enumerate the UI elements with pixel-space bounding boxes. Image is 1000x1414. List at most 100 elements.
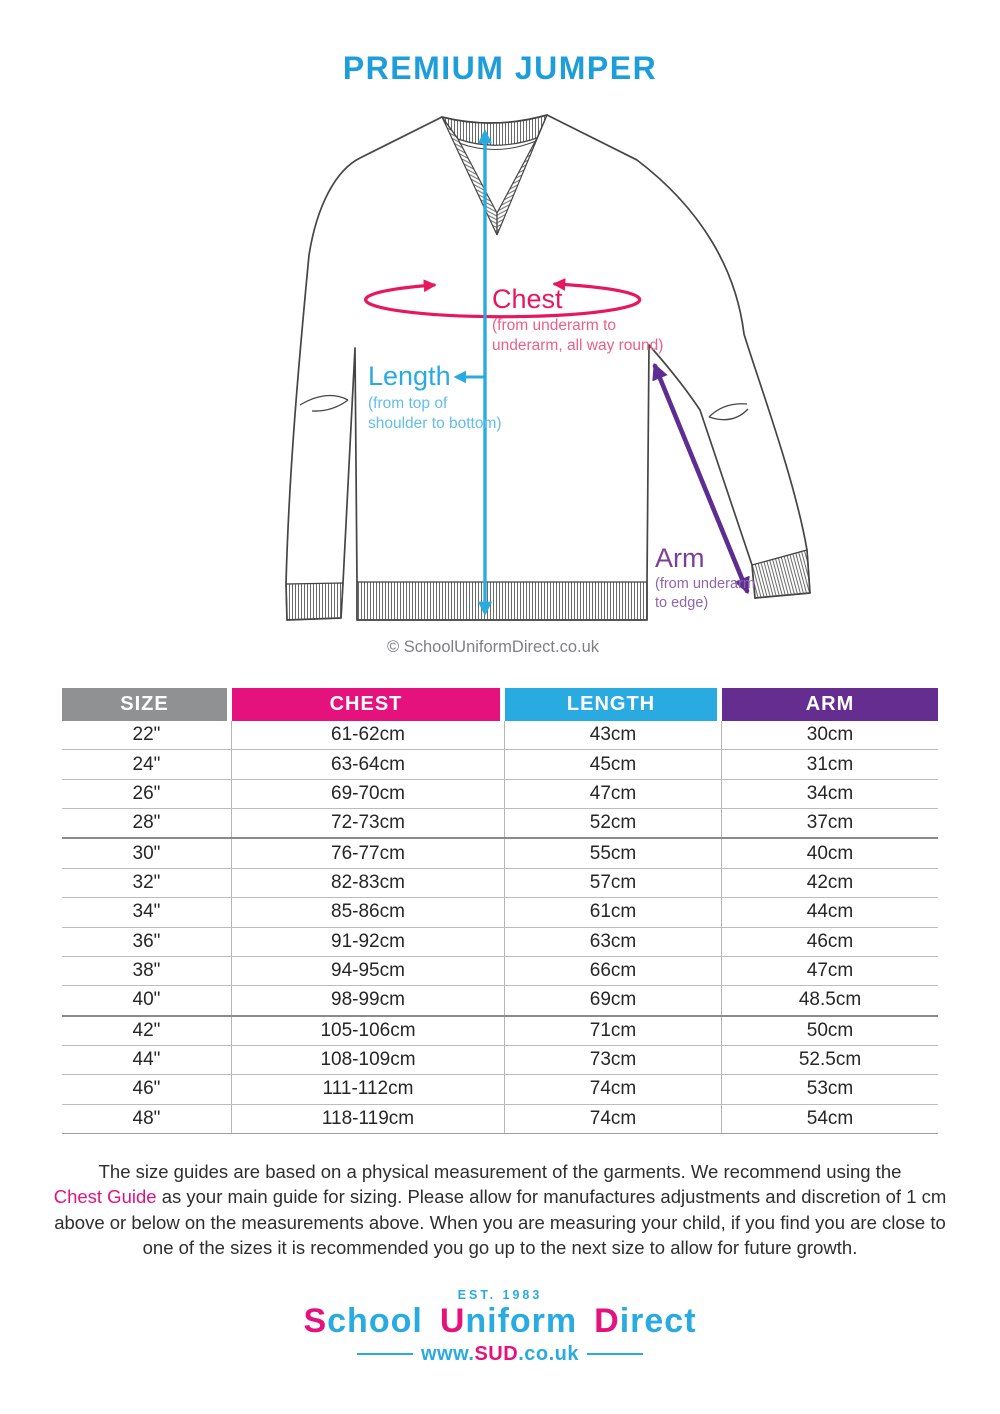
cell-size: 22"	[62, 721, 232, 750]
cell-chest: 91-92cm	[232, 927, 505, 956]
cell-size: 34"	[62, 898, 232, 927]
cell-length: 69cm	[505, 986, 722, 1015]
cell-arm: 40cm	[806, 842, 854, 864]
col-header-size: SIZE	[62, 688, 232, 721]
cell-length: 73cm	[505, 1045, 722, 1075]
chest-measure-ellipse	[364, 278, 642, 319]
hem-rib	[356, 581, 648, 621]
cell-size: 26"	[62, 779, 232, 809]
size-table: SIZE CHEST LENGTH ARM 22" 61-62cm 43cm 30cm…	[62, 688, 938, 1135]
arm-desc-line2: to edge)	[655, 595, 708, 611]
logo-est-text: EST. 1983	[457, 1288, 543, 1302]
note-line-1: The size guides are based on a physical …	[98, 1161, 902, 1182]
col-header-length: LENGTH	[505, 688, 722, 721]
logo-url-prefix: www.	[420, 1342, 475, 1365]
chest-desc-line1: (from underarm to	[492, 317, 616, 334]
cell-arm: 37cm	[806, 812, 854, 834]
cell-size: 30"	[62, 839, 232, 868]
chest-guide-highlight: Chest Guide	[53, 1186, 157, 1208]
cell-chest: 108-109cm	[232, 1045, 505, 1075]
cell-chest: 105-106cm	[232, 1016, 505, 1045]
logo-dash-right	[587, 1352, 643, 1356]
cell-chest: 63-64cm	[232, 750, 505, 779]
note-line-3: above or below on the measurements above…	[54, 1211, 946, 1233]
length-desc-line2: shoulder to bottom)	[368, 415, 502, 432]
cell-length: 74cm	[505, 1104, 722, 1134]
cell-chest: 85-86cm	[232, 898, 505, 927]
logo-url-brand: SUD	[474, 1342, 519, 1365]
copyright-text: © SchoolUniformDirect.co.uk	[387, 638, 600, 656]
cell-length: 74cm	[505, 1075, 722, 1104]
cell-chest: 69-70cm	[232, 779, 505, 809]
note-line-2: Chest Guide as your main guide for sizin…	[0, 1184, 1000, 1209]
cell-arm: 48.5cm	[798, 989, 862, 1011]
arm-desc-line1: (from underarm	[655, 576, 755, 592]
logo-word-uniform: Uniform	[439, 1302, 578, 1340]
page-title: PREMIUM JUMPER	[342, 50, 658, 86]
cell-size: 24"	[62, 750, 232, 779]
cell-size: 36"	[62, 927, 232, 956]
table-row: 42" 105-106cm 71cm 50cm	[62, 1014, 938, 1045]
table-row: 26" 69-70cm 47cm 34cm	[62, 778, 938, 809]
cell-length: 45cm	[505, 750, 722, 779]
cell-arm: 50cm	[806, 1019, 854, 1041]
logo-dash-left	[356, 1352, 413, 1356]
cell-chest: 72-73cm	[232, 809, 505, 838]
length-desc-line1: (from top of	[368, 395, 448, 412]
cell-chest: 61-62cm	[232, 721, 505, 750]
length-label: Length	[368, 361, 451, 391]
cell-arm: 53cm	[806, 1078, 854, 1100]
cell-chest: 118-119cm	[232, 1104, 505, 1134]
cell-size: 46"	[62, 1075, 232, 1104]
col-header-arm: ARM	[722, 688, 938, 721]
logo-word-school: School	[303, 1302, 423, 1340]
logo-url: www. SUD .co.uk	[349, 1343, 651, 1366]
cell-arm: 44cm	[806, 901, 854, 923]
cell-length: 63cm	[505, 927, 722, 956]
note-line-2-rest: as your main guide for sizing. Please al…	[156, 1186, 947, 1208]
cell-arm: 34cm	[806, 782, 854, 804]
note-line-4: one of the sizes it is recommended you g…	[142, 1237, 858, 1259]
cell-size: 38"	[62, 956, 232, 986]
cell-chest: 94-95cm	[232, 956, 505, 986]
cell-chest: 82-83cm	[232, 868, 505, 898]
table-row: 40" 98-99cm 69cm 48.5cm	[62, 985, 938, 1015]
right-cuff-rib	[751, 549, 811, 599]
logo-url-suffix: .co.uk	[518, 1342, 579, 1365]
chest-desc-line2: underarm, all way round)	[492, 337, 663, 354]
cell-length: 66cm	[505, 956, 722, 986]
cell-arm: 31cm	[806, 753, 854, 775]
cell-length: 47cm	[505, 779, 722, 809]
table-row: 22" 61-62cm 43cm 30cm	[62, 721, 938, 750]
cell-chest: 76-77cm	[232, 839, 505, 868]
logo-word-direct: Direct	[594, 1302, 697, 1340]
elbow-crease-left	[299, 394, 349, 412]
cell-arm: 30cm	[806, 724, 854, 746]
arm-label: Arm	[655, 543, 705, 573]
cell-size: 44"	[62, 1045, 232, 1075]
cell-length: 43cm	[505, 721, 722, 750]
cell-chest: 111-112cm	[232, 1075, 505, 1104]
brand-logo: EST. 1983 School Uniform Direct www. SUD.…	[0, 1288, 1000, 1366]
cell-length: 61cm	[505, 898, 722, 927]
cell-chest: 98-99cm	[232, 986, 505, 1015]
table-row: 32" 82-83cm 57cm 42cm	[62, 867, 938, 898]
cell-arm: 42cm	[806, 871, 854, 893]
table-row: 36" 91-92cm 63cm 46cm	[62, 926, 938, 956]
logo-name: School Uniform Direct	[303, 1302, 697, 1340]
cell-length: 52cm	[505, 809, 722, 838]
cell-arm: 46cm	[806, 930, 854, 952]
arm-measure-arrow	[652, 362, 750, 595]
table-row: 46" 111-112cm 74cm 53cm	[62, 1074, 938, 1104]
cell-size: 42"	[62, 1016, 232, 1045]
jumper-diagram: Chest (from underarm to underarm, all wa…	[285, 114, 811, 656]
collar-neck-seam	[458, 140, 537, 151]
table-row: 28" 72-73cm 52cm 37cm	[62, 808, 938, 838]
table-row: 24" 63-64cm 45cm 31cm	[62, 749, 938, 779]
table-row: 48" 118-119cm 74cm 54cm	[62, 1103, 938, 1134]
cell-arm: 47cm	[806, 960, 854, 982]
col-header-chest: CHEST	[232, 688, 505, 721]
cell-length: 57cm	[505, 868, 722, 898]
left-cuff-rib	[285, 582, 344, 621]
